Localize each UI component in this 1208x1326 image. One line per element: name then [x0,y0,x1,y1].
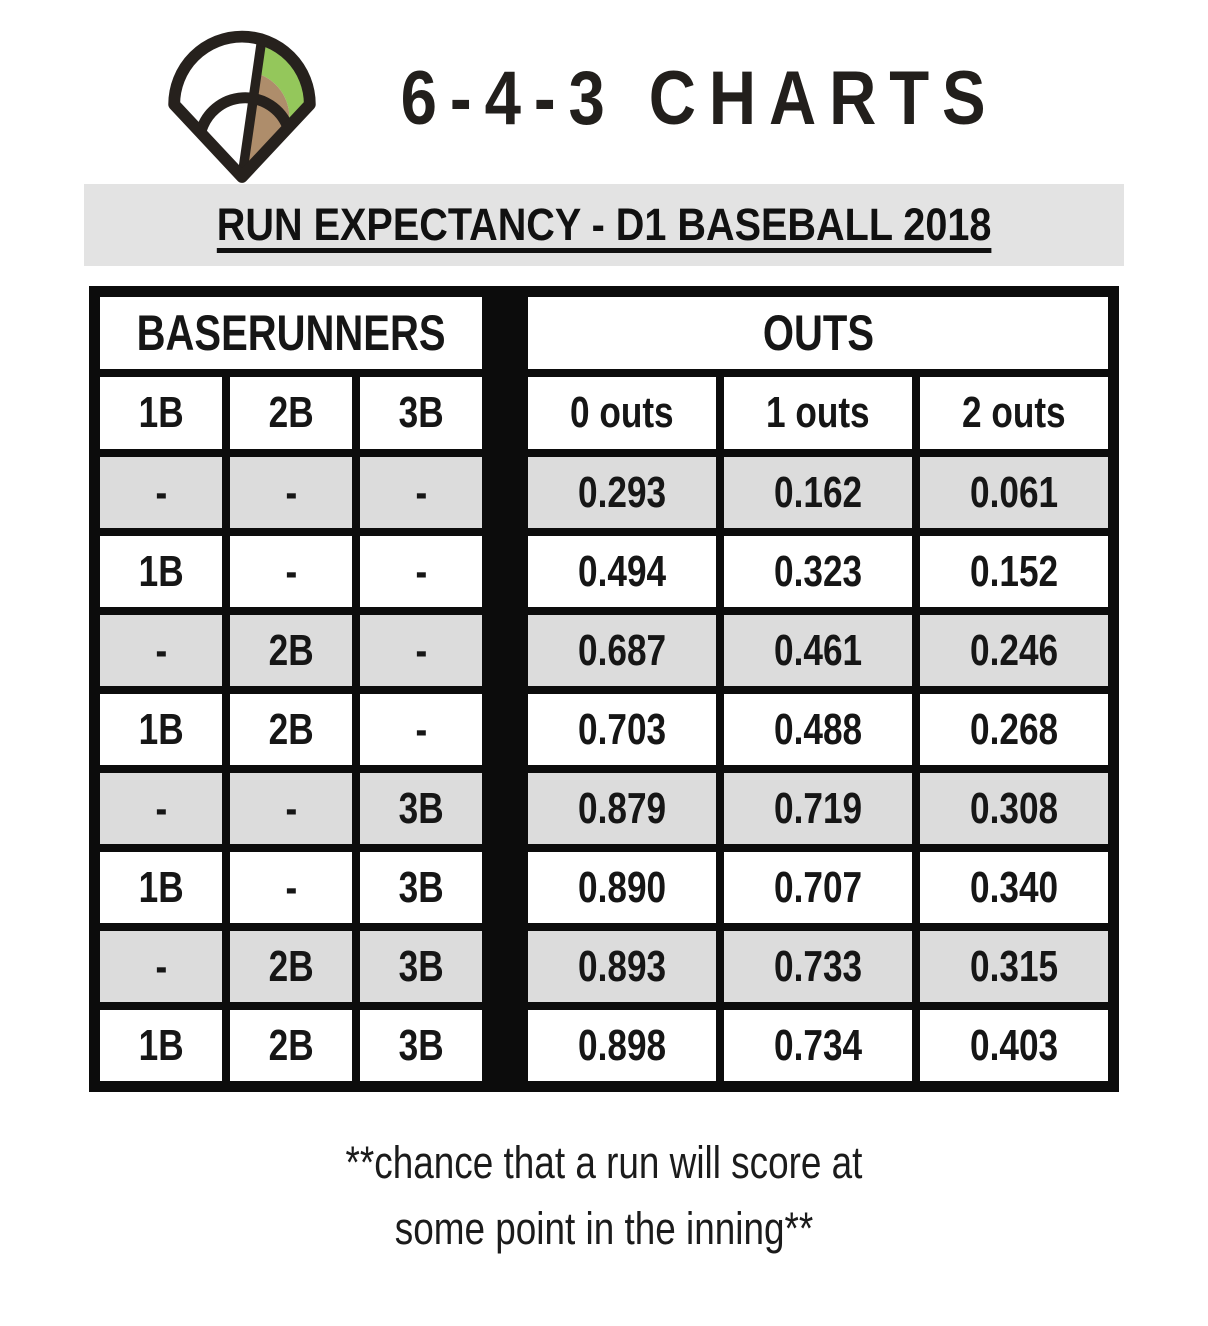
table-divider [490,694,520,765]
title-banner: RUN EXPECTANCY - D1 BASEBALL 2018 [84,184,1124,266]
table-divider [490,297,520,369]
value-cell: 0.703 [528,694,716,765]
value-cell: 0.488 [724,694,912,765]
baserunner-cell: 3B [360,931,482,1002]
baserunner-cell: - [100,773,222,844]
baserunner-cell: 3B [360,852,482,923]
run-expectancy-table: BASERUNNERS OUTS 1B 2B 3B 0 outs 1 outs … [89,286,1119,1092]
baserunner-cell: - [100,457,222,528]
footnote-line-1: **chance that a run will score at [345,1137,863,1188]
column-header-2-outs: 2 outs [920,377,1108,449]
column-header-2b: 2B [230,377,352,449]
baserunner-cell: 1B [100,694,222,765]
value-cell: 0.162 [724,457,912,528]
footnote: **chance that a run will score at some p… [0,1130,1208,1262]
baserunner-cell: 1B [100,536,222,607]
baserunner-cell: - [230,457,352,528]
column-group-baserunners: BASERUNNERS [100,297,482,369]
value-cell: 0.733 [724,931,912,1002]
value-cell: 0.340 [920,852,1108,923]
baserunner-cell: - [100,931,222,1002]
column-header-0-outs: 0 outs [528,377,716,449]
baserunner-cell: - [360,536,482,607]
baserunner-cell: 2B [230,694,352,765]
value-cell: 0.246 [920,615,1108,686]
page: 6-4-3 CHARTS RUN EXPECTANCY - D1 BASEBAL… [0,0,1208,1262]
baserunner-cell: - [360,457,482,528]
table-divider [490,615,520,686]
column-group-outs: OUTS [528,297,1108,369]
baserunner-cell: 1B [100,1010,222,1081]
baserunner-cell: - [360,694,482,765]
value-cell: 0.898 [528,1010,716,1081]
baserunner-cell: 3B [360,773,482,844]
table-divider [490,852,520,923]
table-divider [490,1010,520,1081]
value-cell: 0.323 [724,536,912,607]
value-cell: 0.707 [724,852,912,923]
baserunner-cell: - [230,773,352,844]
value-cell: 0.494 [528,536,716,607]
value-cell: 0.293 [528,457,716,528]
value-cell: 0.268 [920,694,1108,765]
baserunner-cell: - [230,852,352,923]
page-title: RUN EXPECTANCY - D1 BASEBALL 2018 [216,199,992,250]
column-header-1b: 1B [100,377,222,449]
value-cell: 0.061 [920,457,1108,528]
column-header-3b: 3B [360,377,482,449]
baserunner-cell: 2B [230,1010,352,1081]
value-cell: 0.315 [920,931,1108,1002]
value-cell: 0.719 [724,773,912,844]
table-divider [490,457,520,528]
value-cell: 0.687 [528,615,716,686]
value-cell: 0.152 [920,536,1108,607]
table-divider [490,931,520,1002]
column-header-1-outs: 1 outs [724,377,912,449]
footnote-line-2: some point in the inning** [394,1203,814,1254]
table-divider [490,536,520,607]
table-divider [490,773,520,844]
baserunner-cell: 2B [230,931,352,1002]
baserunner-cell: 1B [100,852,222,923]
baserunner-cell: 2B [230,615,352,686]
baserunner-cell: - [360,615,482,686]
value-cell: 0.308 [920,773,1108,844]
value-cell: 0.734 [724,1010,912,1081]
brand-header: 6-4-3 CHARTS [0,0,1208,183]
value-cell: 0.403 [920,1010,1108,1081]
baserunner-cell: 3B [360,1010,482,1081]
value-cell: 0.879 [528,773,716,844]
baserunner-cell: - [230,536,352,607]
value-cell: 0.893 [528,931,716,1002]
baseball-field-logo-icon [168,30,317,183]
baserunner-cell: - [100,615,222,686]
brand-name: 6-4-3 CHARTS [401,55,999,141]
value-cell: 0.890 [528,852,716,923]
value-cell: 0.461 [724,615,912,686]
table-divider [490,377,520,449]
